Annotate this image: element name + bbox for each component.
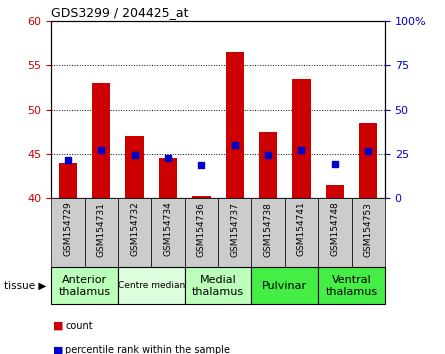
Bar [285,198,318,267]
Bar [118,267,185,304]
Text: ■: ■ [53,321,64,331]
Bar [159,159,177,198]
Bar [51,267,118,304]
Text: percentile rank within the sample: percentile rank within the sample [65,346,231,354]
Bar [259,132,277,198]
Bar [318,267,385,304]
Text: GSM154738: GSM154738 [263,202,273,257]
Text: GSM154731: GSM154731 [97,202,106,257]
Bar [251,198,285,267]
Bar [218,198,251,267]
Text: tissue ▶: tissue ▶ [4,281,47,291]
Text: GSM154736: GSM154736 [197,202,206,257]
Bar [85,198,118,267]
Bar [192,196,210,198]
Text: GSM154748: GSM154748 [330,202,340,256]
Text: GSM154732: GSM154732 [130,202,139,256]
Bar [185,267,251,304]
Text: Pulvinar: Pulvinar [262,281,307,291]
Text: Medial
thalamus: Medial thalamus [192,275,244,297]
Bar [151,198,185,267]
Bar [318,198,352,267]
Bar [59,163,77,198]
Bar [359,123,377,198]
Text: Ventral
thalamus: Ventral thalamus [325,275,378,297]
Bar [92,83,110,198]
Text: GDS3299 / 204425_at: GDS3299 / 204425_at [51,6,189,19]
Text: Centre median: Centre median [117,281,185,290]
Text: GSM154734: GSM154734 [163,202,173,256]
Bar [185,198,218,267]
Text: GSM154737: GSM154737 [230,202,239,257]
Text: Anterior
thalamus: Anterior thalamus [58,275,111,297]
Bar [125,136,144,198]
Bar [226,52,244,198]
Text: count: count [65,321,93,331]
Bar [251,267,318,304]
Text: GSM154741: GSM154741 [297,202,306,256]
Text: ■: ■ [53,346,64,354]
Bar [352,198,385,267]
Bar [292,79,311,198]
Bar [51,198,85,267]
Text: GSM154753: GSM154753 [364,202,373,257]
Bar [326,185,344,198]
Text: GSM154729: GSM154729 [63,202,73,256]
Bar [118,198,151,267]
